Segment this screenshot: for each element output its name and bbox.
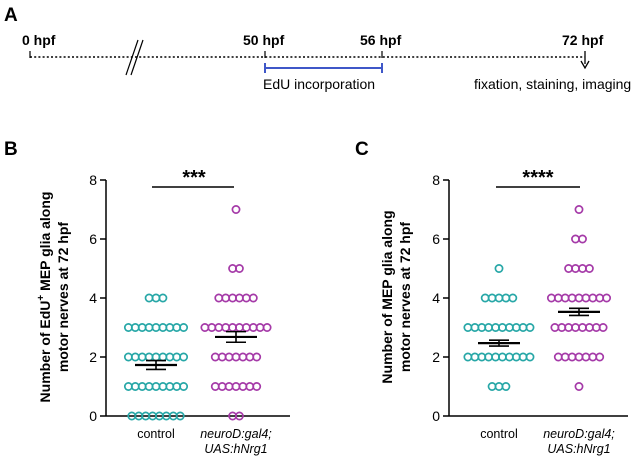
chart-c-ytick-label-4: 4 [432, 290, 440, 306]
chart-c: Number of MEP glia along motor nerves at… [379, 167, 628, 456]
chart-c-significance: **** [522, 167, 553, 189]
chart-b: Number of EdU+ MEP glia along motor nerv… [36, 167, 290, 456]
chart-b-point [175, 411, 185, 421]
chart-c-point [578, 234, 587, 244]
chart-c-points [463, 205, 612, 391]
chart-c-point [525, 323, 535, 332]
chart-b-point [252, 382, 262, 391]
chart-c-yticks: 0 2 4 6 8 [432, 172, 449, 424]
chart-b-summary [135, 330, 257, 371]
chart-b-category-treatment-line1: neuroD:gal4; [200, 427, 272, 441]
chart-b-ytick-label-8: 8 [89, 172, 97, 188]
chart-c-category-treatment-line1: neuroD:gal4; [543, 427, 615, 441]
chart-b-point [248, 293, 258, 303]
chart-c-point [574, 205, 584, 214]
chart-c-category-treatment-line2: UAS:hNrg1 [547, 442, 610, 456]
chart-c-point [508, 293, 518, 303]
chart-b-ytick-label-6: 6 [89, 231, 97, 247]
chart-c-point [584, 264, 594, 273]
chart-b-ytick-label-0: 0 [89, 408, 97, 424]
chart-b-point [158, 293, 168, 303]
chart-b-point [231, 205, 241, 214]
panel-label-a: A [4, 5, 18, 26]
timeline-label-0: 0 hpf [22, 32, 56, 48]
timeline-label-50: 50 hpf [243, 32, 285, 48]
chart-c-summary [478, 307, 600, 347]
edu-incorporation-label: EdU incorporation [263, 76, 375, 92]
timeline: 0 hpf 50 hpf 56 hpf 72 hpf EdU incorpora… [22, 32, 631, 92]
chart-c-point [501, 382, 511, 391]
chart-b-category-control: control [137, 427, 175, 441]
chart-b-point [234, 264, 244, 273]
chart-c-point [525, 352, 535, 362]
timeline-end-arrow-icon [580, 60, 590, 70]
edu-bracket [264, 63, 383, 73]
chart-c-ylabel-line2: motor nerves at 72 hpf [397, 222, 413, 372]
chart-c-ytick-label-6: 6 [432, 231, 440, 247]
chart-c-point [598, 323, 608, 332]
timeline-label-56: 56 hpf [360, 32, 402, 48]
chart-b-significance: *** [182, 167, 206, 189]
chart-c-category-control: control [480, 427, 518, 441]
timeline-label-72: 72 hpf [562, 32, 604, 48]
timeline-break-mark-2 [130, 39, 144, 76]
chart-b-point [179, 352, 189, 362]
chart-c-point [571, 234, 580, 244]
chart-c-ytick-label-0: 0 [432, 408, 440, 424]
chart-b-yticks: 0 2 4 6 8 [89, 172, 106, 424]
panel-label-c: C [355, 139, 369, 160]
fixation-label: fixation, staining, imaging [474, 76, 631, 92]
chart-c-ytick-label-8: 8 [432, 172, 440, 188]
chart-c-point [574, 382, 584, 391]
chart-c-ytick-label-2: 2 [432, 349, 440, 365]
chart-b-ytick-label-2: 2 [89, 349, 97, 365]
chart-c-point [602, 293, 612, 303]
chart-b-ylabel-line2: motor nerves at 72 hpf [55, 222, 71, 372]
chart-b-ytick-label-4: 4 [89, 290, 97, 306]
chart-b-point [262, 323, 272, 332]
chart-c-point [595, 352, 605, 362]
chart-b-point [179, 323, 189, 332]
chart-b-point [252, 352, 262, 362]
chart-b-point [234, 411, 244, 421]
chart-b-category-treatment-line2: UAS:hNrg1 [204, 442, 267, 456]
timeline-break-mark-1 [125, 39, 139, 76]
chart-c-point [463, 352, 473, 362]
chart-b-points [123, 205, 272, 421]
chart-b-point [179, 382, 189, 391]
chart-c-point [463, 323, 473, 332]
chart-c-ylabel-line1: Number of MEP glia along [379, 210, 395, 383]
panel-label-b: B [4, 139, 18, 160]
chart-c-point [494, 264, 504, 273]
chart-b-ylabel-line1: Number of EdU+ MEP glia along [36, 192, 53, 403]
